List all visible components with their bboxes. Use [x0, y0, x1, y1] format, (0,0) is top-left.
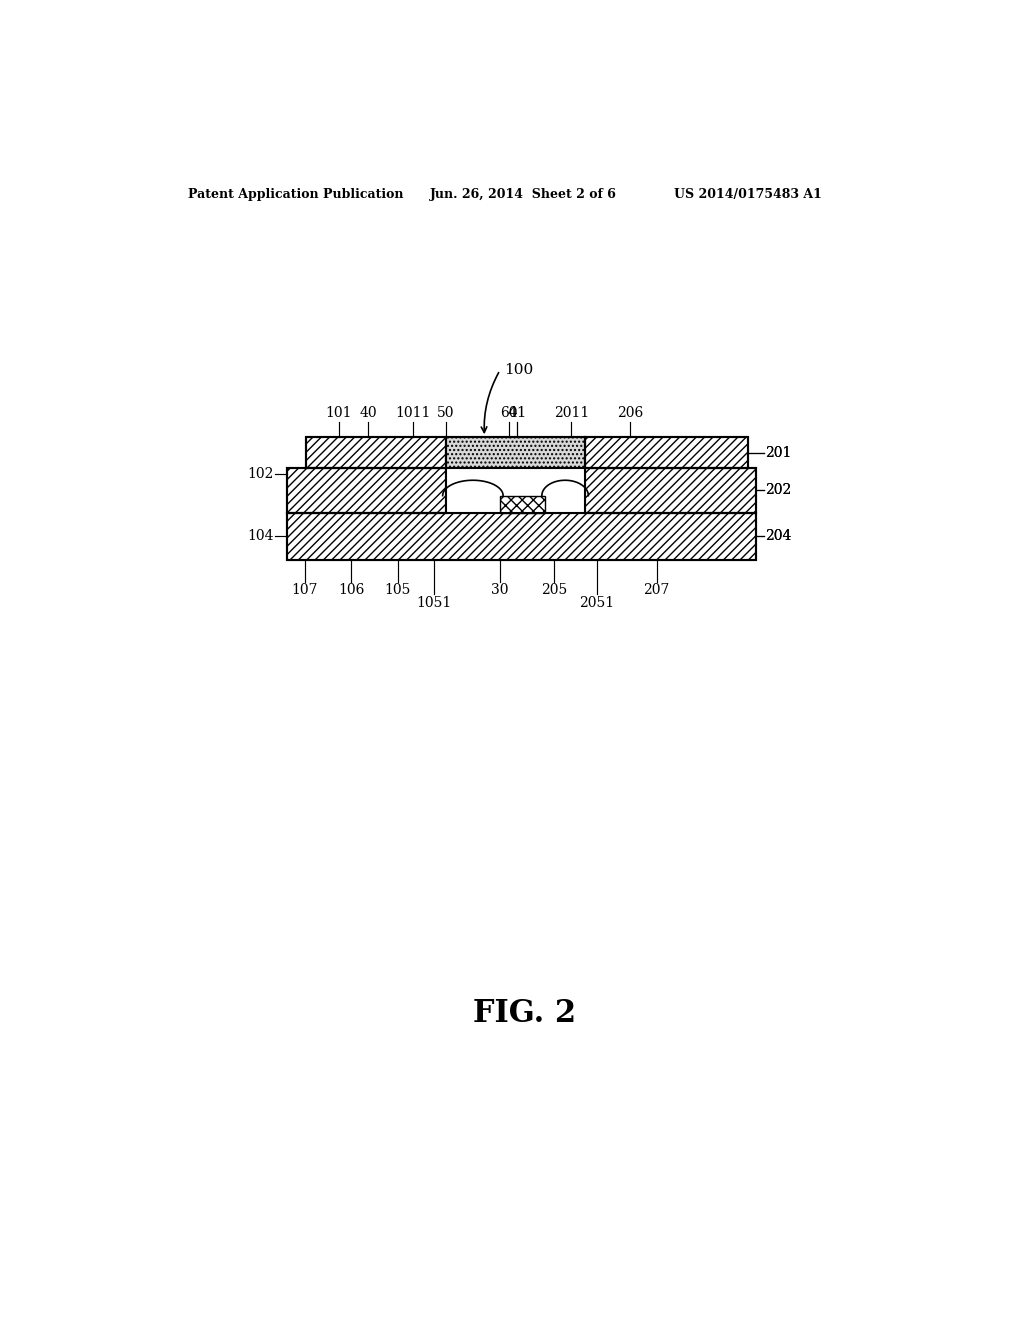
Text: 1051: 1051	[417, 595, 452, 610]
Text: 202: 202	[765, 483, 792, 498]
Text: 104: 104	[247, 529, 273, 544]
Text: 206: 206	[617, 407, 643, 420]
Text: 102: 102	[248, 467, 273, 480]
Text: 2011: 2011	[554, 407, 589, 420]
Bar	[445, 469, 586, 512]
Bar	[287, 512, 756, 561]
Text: 204: 204	[765, 529, 792, 544]
Bar	[287, 512, 756, 561]
Text: 201: 201	[765, 446, 792, 459]
Text: FIG. 2: FIG. 2	[473, 998, 577, 1028]
Bar	[287, 469, 445, 512]
Text: 204: 204	[765, 529, 792, 544]
Text: 1011: 1011	[395, 407, 431, 420]
Text: 41: 41	[507, 407, 526, 420]
Text: Jun. 26, 2014  Sheet 2 of 6: Jun. 26, 2014 Sheet 2 of 6	[430, 187, 617, 201]
Text: 205: 205	[541, 583, 567, 598]
Bar	[500, 496, 545, 512]
Bar	[586, 469, 756, 512]
Bar	[445, 437, 586, 469]
Text: 207: 207	[643, 583, 670, 598]
Text: 202: 202	[765, 483, 792, 498]
Text: 2051: 2051	[580, 595, 614, 610]
Text: 100: 100	[504, 363, 534, 378]
Text: 50: 50	[437, 407, 455, 420]
Text: Patent Application Publication: Patent Application Publication	[188, 187, 403, 201]
Bar	[306, 437, 748, 469]
Bar	[586, 437, 748, 469]
Text: 107: 107	[292, 583, 317, 598]
Text: 60: 60	[501, 407, 518, 420]
Bar	[287, 469, 445, 512]
Text: 40: 40	[359, 407, 377, 420]
Text: 106: 106	[338, 583, 365, 598]
Text: 201: 201	[765, 446, 792, 459]
Text: 101: 101	[326, 407, 352, 420]
Text: 30: 30	[492, 583, 509, 598]
Text: US 2014/0175483 A1: US 2014/0175483 A1	[675, 187, 822, 201]
Bar	[586, 469, 756, 512]
Bar	[306, 437, 445, 469]
Text: 105: 105	[385, 583, 411, 598]
